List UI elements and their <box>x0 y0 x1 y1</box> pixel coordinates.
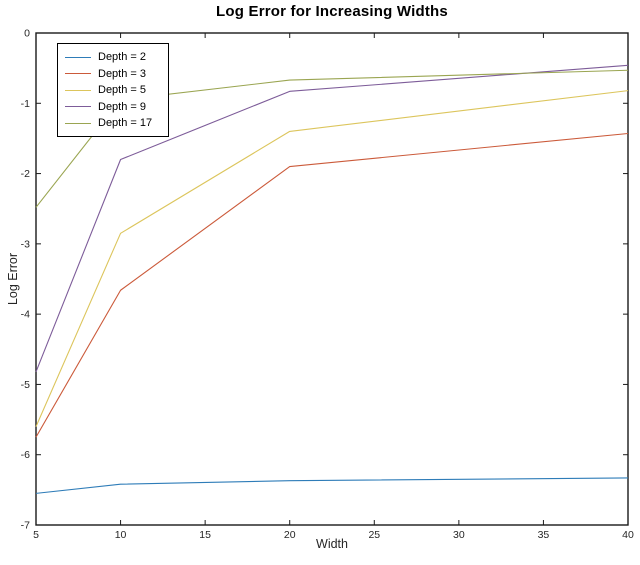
legend-item: Depth = 2 <box>65 49 161 66</box>
series-line-depth-5 <box>35 90 629 427</box>
y-tick-label: -1 <box>21 98 30 110</box>
legend-line-sample <box>65 56 91 58</box>
legend-item-label: Depth = 3 <box>98 67 147 80</box>
legend-item-label: Depth = 5 <box>98 84 147 97</box>
legend-item: Depth = 3 <box>65 66 161 83</box>
y-axis-label: Log Error <box>6 252 20 306</box>
x-tick-label: 5 <box>33 529 39 541</box>
chart-title: Log Error for Increasing Widths <box>216 3 448 20</box>
legend-item: Depth = 17 <box>65 115 161 132</box>
x-tick-label: 35 <box>538 529 550 541</box>
legend-line-sample <box>65 89 91 91</box>
legend: Depth = 2 Depth = 3 Depth = 5 Depth = 9 Dept… <box>57 43 169 137</box>
legend-item-label: Depth = 17 <box>98 117 153 130</box>
legend-item-label: Depth = 2 <box>98 51 147 64</box>
x-tick-label: 10 <box>115 529 127 541</box>
legend-line-sample <box>65 122 91 124</box>
series-line-depth-9 <box>35 64 629 372</box>
y-tick-label: -2 <box>21 168 30 180</box>
legend-item-label: Depth = 9 <box>98 100 147 113</box>
y-tick-label: -7 <box>21 520 30 532</box>
x-tick-label: 25 <box>368 529 380 541</box>
series-line-depth-17 <box>35 69 629 208</box>
legend-item: Depth = 9 <box>65 99 161 116</box>
series-line-depth-2 <box>35 477 629 494</box>
x-tick-label: 30 <box>453 529 465 541</box>
x-tick-label: 40 <box>622 529 634 541</box>
y-tick-label: -6 <box>21 449 30 461</box>
axes-box <box>35 32 629 526</box>
x-tick-label: 20 <box>284 529 296 541</box>
legend-line-sample <box>65 73 91 75</box>
series-line-depth-3 <box>35 132 629 438</box>
y-tick-label: -5 <box>21 379 30 391</box>
x-tick-label: 15 <box>199 529 211 541</box>
y-tick-label: -3 <box>21 238 30 250</box>
y-tick-label: -4 <box>21 309 30 321</box>
legend-line-sample <box>65 106 91 108</box>
legend-item: Depth = 5 <box>65 82 161 99</box>
y-tick-label: 0 <box>24 28 30 40</box>
x-axis-label: Width <box>316 537 348 551</box>
